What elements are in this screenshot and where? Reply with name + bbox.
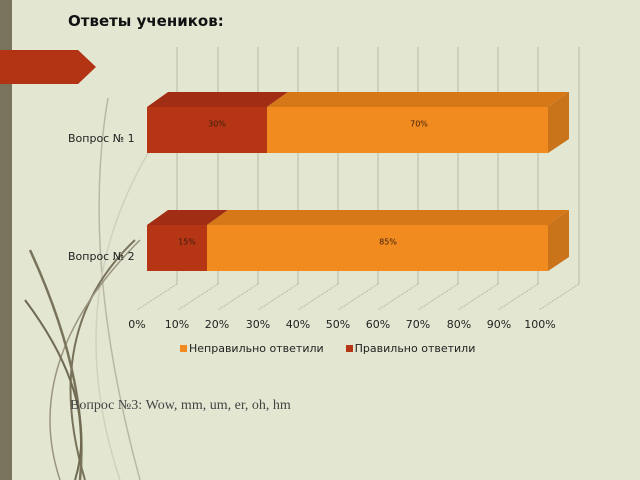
x-tick: 70% xyxy=(405,318,431,331)
x-tick: 0% xyxy=(128,318,146,331)
bar1-incorrect-label: 70% xyxy=(410,119,428,129)
bar-question-1 xyxy=(147,92,569,153)
legend-item-incorrect: Неправильно ответили xyxy=(180,342,324,355)
question-3-note: Вопрос №3: Wow, mm, um, er, oh, hm xyxy=(70,398,291,413)
x-tick: 20% xyxy=(204,318,230,331)
legend-label-correct: Правильно ответили xyxy=(354,342,476,355)
sidebar-strip xyxy=(0,0,12,480)
legend-swatch-correct xyxy=(345,345,353,352)
x-tick: 80% xyxy=(446,318,472,331)
page-title: Ответы учеников: xyxy=(68,12,224,30)
category-label-q1: Вопрос № 1 xyxy=(68,132,135,145)
x-tick: 60% xyxy=(365,318,391,331)
category-label-q2: Вопрос № 2 xyxy=(68,250,135,263)
bar1-correct-label: 30% xyxy=(208,119,226,129)
legend-label-incorrect: Неправильно ответили xyxy=(189,342,324,355)
x-tick: 30% xyxy=(245,318,271,331)
legend-item-correct: Правильно ответили xyxy=(345,342,476,355)
chart-legend: Неправильно ответили Правильно ответили xyxy=(180,342,475,355)
bar2-incorrect-label: 85% xyxy=(379,237,397,247)
bar-question-2 xyxy=(147,210,569,271)
title-banner xyxy=(0,50,96,84)
x-tick: 100% xyxy=(524,318,556,331)
x-tick: 50% xyxy=(325,318,351,331)
x-tick: 10% xyxy=(164,318,190,331)
legend-swatch-incorrect xyxy=(180,345,187,352)
bar2-correct-label: 15% xyxy=(178,237,196,247)
x-tick: 90% xyxy=(486,318,512,331)
x-tick: 40% xyxy=(285,318,311,331)
